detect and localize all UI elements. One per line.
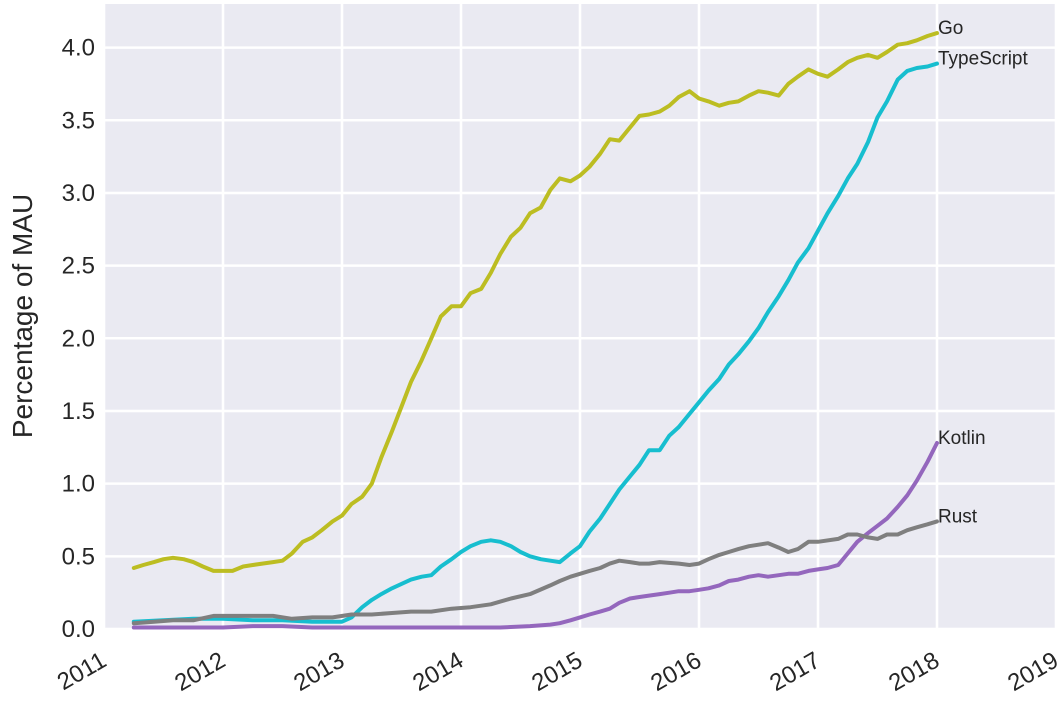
x-tick-label: 2011 — [53, 647, 111, 696]
series-label-kotlin: Kotlin — [938, 428, 986, 449]
series-line-go — [131, 31, 939, 573]
x-tick-label: 2013 — [289, 647, 349, 697]
y-tick-label: 0.0 — [62, 616, 95, 643]
x-tick-label: 2017 — [765, 647, 825, 697]
x-tick-label: 2018 — [884, 647, 944, 697]
x-axis-ticks: 2011 2012 2013 2014 2015 2016 2017 2018 2019 — [53, 647, 1063, 697]
y-tick-label: 3.0 — [62, 180, 95, 207]
series-line-rust — [131, 519, 939, 626]
series-label-typescript: TypeScript — [938, 49, 1028, 70]
series-line-typescript — [131, 61, 939, 624]
y-tick-label: 1.0 — [62, 471, 95, 498]
x-tick-label: 2012 — [170, 647, 230, 697]
y-axis-label: Percentage of MAU — [7, 194, 38, 438]
series-label-rust: Rust — [938, 506, 978, 527]
series-line-kotlin — [131, 441, 939, 630]
y-tick-label: 3.5 — [62, 107, 95, 134]
y-tick-label: 1.5 — [62, 398, 95, 425]
series-lines — [131, 31, 939, 630]
x-tick-label: 2019 — [1003, 647, 1063, 697]
y-tick-label: 0.5 — [62, 543, 95, 570]
x-tick-label: 2015 — [527, 647, 587, 697]
y-tick-label: 2.0 — [62, 325, 95, 352]
x-tick-label: 2014 — [408, 647, 468, 697]
series-label-go: Go — [938, 18, 963, 39]
x-tick-label: 2016 — [646, 647, 706, 697]
y-tick-label: 4.0 — [62, 35, 95, 62]
y-tick-label: 2.5 — [62, 253, 95, 280]
series-labels: Go TypeScript Kotlin Rust — [938, 18, 1028, 527]
gridlines — [102, 4, 1058, 631]
y-axis-ticks: 0.0 0.5 1.0 1.5 2.0 2.5 3.0 3.5 4.0 — [62, 35, 95, 643]
